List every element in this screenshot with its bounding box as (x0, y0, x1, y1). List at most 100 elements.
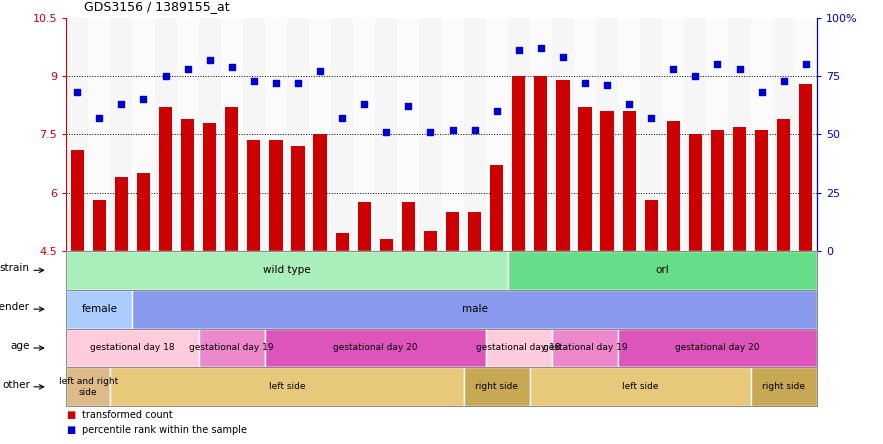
Point (645, 115, 659, 122)
Bar (380, 239, 393, 251)
Point (490, 107, 504, 115)
Bar (203, 123, 216, 251)
Bar (556, 80, 570, 251)
Point (115, 100, 129, 107)
Point (268, 79, 283, 87)
Text: right side: right side (762, 382, 805, 391)
Point (710, 61, 724, 68)
Point (380, 128, 394, 135)
Point (446, 126, 460, 133)
Text: gestational day 19: gestational day 19 (543, 344, 627, 353)
Text: gestational day 18: gestational day 18 (90, 344, 175, 353)
Bar (265, 18, 287, 251)
Point (689, 72, 703, 79)
Bar (331, 18, 353, 251)
Point (578, 79, 592, 87)
Text: left side: left side (268, 382, 306, 391)
Bar (66, 251, 508, 290)
Bar (110, 18, 132, 251)
Bar (93, 200, 106, 251)
Bar (442, 18, 464, 251)
Point (623, 100, 637, 107)
Bar (446, 212, 459, 251)
Text: percentile rank within the sample: percentile rank within the sample (82, 425, 247, 436)
Point (70, 89, 85, 96)
Point (733, 65, 747, 72)
Point (137, 96, 151, 103)
Point (512, 47, 526, 54)
Bar (291, 146, 305, 251)
Text: ■: ■ (66, 425, 75, 436)
Bar (508, 18, 530, 251)
Bar (799, 84, 812, 251)
Bar (751, 18, 773, 251)
Text: gestational day 20: gestational day 20 (333, 344, 418, 353)
Text: gestational day 18: gestational day 18 (477, 344, 561, 353)
Bar (358, 202, 371, 251)
Bar (711, 131, 724, 251)
Bar (159, 107, 172, 251)
Bar (397, 18, 419, 251)
Bar (243, 18, 265, 251)
Text: gestational day 20: gestational day 20 (675, 344, 759, 353)
Text: GDS3156 / 1389155_at: GDS3156 / 1389155_at (84, 0, 230, 13)
Text: wild type: wild type (263, 265, 311, 275)
Bar (353, 18, 375, 251)
Point (357, 100, 372, 107)
Text: transformed count: transformed count (82, 410, 173, 420)
Bar (662, 18, 684, 251)
Bar (777, 119, 790, 251)
Bar (464, 368, 530, 406)
Bar (424, 231, 437, 251)
Bar (225, 107, 238, 251)
Bar (773, 18, 795, 251)
Point (424, 128, 438, 135)
Point (534, 44, 548, 52)
Bar (66, 368, 110, 406)
Bar (269, 140, 283, 251)
Bar (468, 212, 481, 251)
Text: left side: left side (622, 382, 659, 391)
Point (225, 63, 239, 70)
Point (667, 65, 681, 72)
Bar (464, 18, 486, 251)
Bar (490, 166, 503, 251)
Bar (336, 234, 349, 251)
Point (600, 82, 615, 89)
Bar (645, 200, 658, 251)
Bar (728, 18, 751, 251)
Point (291, 79, 306, 87)
Text: left and right
side: left and right side (58, 377, 118, 396)
Point (93, 115, 106, 122)
Bar (552, 329, 618, 367)
Point (468, 126, 482, 133)
Text: right side: right side (475, 382, 518, 391)
Point (799, 61, 813, 68)
Bar (508, 251, 817, 290)
Bar (66, 329, 199, 367)
Bar (313, 135, 327, 251)
Bar (66, 290, 132, 329)
Bar (667, 121, 680, 251)
Bar (177, 18, 199, 251)
Bar (181, 119, 194, 251)
Text: ■: ■ (66, 410, 75, 420)
Bar (618, 329, 817, 367)
Bar (137, 173, 150, 251)
Bar (199, 18, 221, 251)
Bar (706, 18, 728, 251)
Bar (755, 131, 768, 251)
Text: strain: strain (0, 263, 30, 274)
Bar (751, 368, 817, 406)
Bar (534, 76, 547, 251)
Bar (574, 18, 596, 251)
Point (556, 54, 570, 61)
Point (247, 77, 261, 84)
Bar (795, 18, 817, 251)
Bar (199, 329, 265, 367)
Bar (309, 18, 331, 251)
Bar (552, 18, 574, 251)
Bar (486, 18, 508, 251)
Bar (733, 127, 746, 251)
Bar (66, 18, 88, 251)
